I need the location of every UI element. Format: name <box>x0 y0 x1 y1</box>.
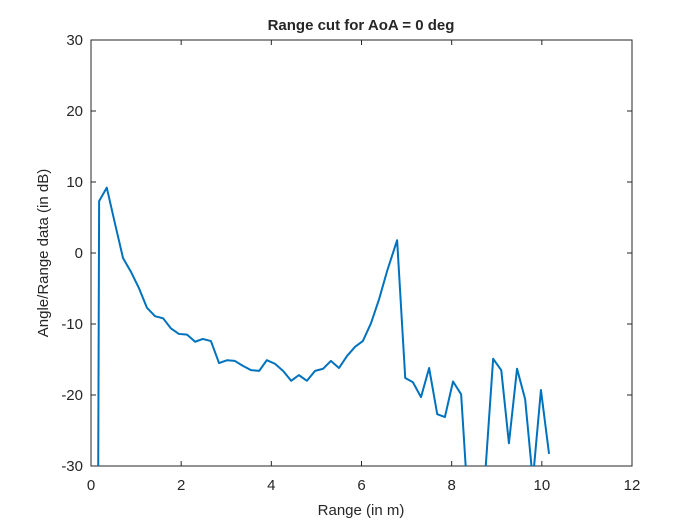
plot-lines <box>97 186 551 466</box>
plot-area <box>90 39 633 467</box>
x-tick-label: 4 <box>267 477 275 494</box>
chart-title: Range cut for AoA = 0 deg <box>268 17 455 34</box>
y-tick-label: 30 <box>66 32 83 49</box>
y-tick-label: -20 <box>61 387 83 404</box>
y-tick-label: -10 <box>61 316 83 333</box>
data-line <box>97 186 551 466</box>
y-tick-label: 0 <box>75 245 83 262</box>
y-tick-label: 10 <box>66 174 83 191</box>
x-tick-label: 6 <box>357 477 365 494</box>
y-axis-label: Angle/Range data (in dB) <box>35 169 52 337</box>
x-tick-label: 8 <box>447 477 455 494</box>
x-axis-label: Range (in m) <box>318 502 405 519</box>
x-tick-label: 10 <box>533 477 550 494</box>
x-tick-label: 0 <box>87 477 95 494</box>
x-tick-label: 12 <box>624 477 641 494</box>
y-tick-label: 20 <box>66 103 83 120</box>
y-tick-label: -30 <box>61 458 83 475</box>
x-tick-label: 2 <box>177 477 185 494</box>
